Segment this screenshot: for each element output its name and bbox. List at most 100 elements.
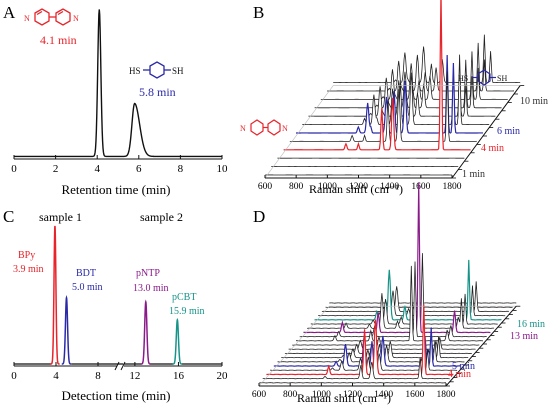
- panel-a-x-tick-label: 10: [217, 163, 229, 175]
- peak-name-bdt: BDT: [76, 268, 96, 279]
- panel-d-spectra: [258, 182, 517, 386]
- time-label-d-16min: 16 min: [517, 319, 545, 330]
- panel-d-spectrum-fill: [281, 336, 469, 361]
- panel-b-spectrum-line: [314, 59, 502, 109]
- panel-c-peak-bdt: [61, 295, 72, 365]
- bipyridine-n-left-b: N: [240, 124, 246, 133]
- panel-d-spectrum-line: [303, 182, 491, 334]
- bipyridine-n-right-b: N: [282, 124, 288, 133]
- peak-time-bdt: 5.0 min: [72, 282, 103, 293]
- panel-b-x-tick-label: 1200: [349, 182, 368, 192]
- panel-d-spectrum-fill: [277, 340, 465, 365]
- panel-d-letter: D: [253, 207, 265, 226]
- panel-b-x-tick-label: 1600: [411, 182, 430, 192]
- panel-a-x-tick-label: 8: [178, 163, 184, 175]
- peak-name-pcbt: pCBT: [172, 292, 196, 303]
- panel-a-x-tick-label: 6: [136, 163, 142, 175]
- panel-c-x-tick-label: 16: [173, 370, 185, 382]
- panel-c-traces: [14, 225, 222, 365]
- peak-label-4-1: 4.1 min: [40, 33, 77, 47]
- panel-d-axis: 600 800 1000 1200 1400 1600 1800: [252, 305, 521, 400]
- panel-c-x-axis-label: Detection time (min): [61, 388, 170, 403]
- bdt-sh-b: SH: [497, 74, 507, 83]
- time-label-b-1min: 1 min: [462, 169, 485, 180]
- peak-time-pntp: 13.0 min: [133, 283, 169, 294]
- panel-d-x-tick-label: 800: [283, 390, 298, 400]
- panel-c-x-tick-label: 8: [95, 370, 101, 382]
- panel-d-spectrum-line: [295, 265, 484, 342]
- panel-d-x-tick-label: 600: [252, 390, 267, 400]
- time-label-d-5min: 5 min: [452, 361, 475, 372]
- bdt-structure-b: [472, 69, 496, 86]
- panel-d: D 600 800 1000 1200 1400 1600 1800 Raman shift…: [252, 182, 545, 405]
- panel-c-axis-break: [120, 361, 126, 371]
- panel-a-chromatogram-line: [14, 9, 222, 158]
- panel-b-x-tick-label: 800: [289, 182, 304, 192]
- peak-label-5-8: 5.8 min: [139, 85, 176, 99]
- panel-d-x-tick-label: 1600: [405, 390, 424, 400]
- panel-b-x-tick-label: 600: [258, 182, 273, 192]
- panel-b-axis: 600 800 1000 1200 1400 1600 1800: [258, 85, 525, 192]
- panel-b-x-tick-label: 1400: [380, 182, 399, 192]
- panel-b-spectrum-line: [320, 51, 508, 100]
- panel-c-axis-break: [114, 361, 120, 371]
- panel-c-letter: C: [3, 207, 14, 226]
- panel-a-x-tick-label: 4: [94, 163, 100, 175]
- panel-d-spectrum-fill: [262, 357, 450, 382]
- panel-b-depth-axis-line: [451, 85, 521, 179]
- panel-d-x-tick-label: 1400: [374, 390, 393, 400]
- panel-a-x-tick-label: 2: [53, 163, 59, 175]
- panel-d-x-tick-label: 1000: [312, 390, 331, 400]
- panel-d-spectrum-line: [314, 259, 502, 321]
- panel-d-depth-axis-line: [445, 305, 517, 387]
- panel-d-x-tick-label: 1800: [437, 390, 456, 400]
- panel-a-x-tick-label: 0: [11, 163, 17, 175]
- group-label-sample-2: sample 2: [140, 210, 183, 224]
- time-label-d-4min: 4 min: [448, 369, 471, 380]
- group-label-sample-1: sample 1: [39, 210, 82, 224]
- bipyridine-n-left: N: [24, 14, 30, 23]
- bdt-structure-a: [143, 61, 171, 79]
- peak-time-bpy: 3.9 min: [13, 264, 44, 275]
- bdt-hs-a: HS: [129, 66, 141, 76]
- panel-b-x-tick-label: 1000: [318, 182, 337, 192]
- panel-a-x-axis-label: Retention time (min): [61, 182, 170, 197]
- panel-a-axis: 0 2 4 6 8 10: [11, 155, 228, 175]
- panel-b: B 600 800 1000 1200 1400 1600 1800 Raman shift…: [240, 0, 548, 196]
- bdt-hs-b: HS: [458, 74, 468, 83]
- time-label-d-13min: 13 min: [510, 331, 538, 342]
- panel-b-spectrum-line: [327, 42, 515, 92]
- panel-c-axis: 0 4 8 12 16 20: [11, 361, 229, 382]
- panel-b-spectrum-line: [333, 34, 521, 84]
- panel-b-letter: B: [253, 3, 264, 22]
- panel-d-spectrum-line: [307, 253, 495, 329]
- panel-b-spectrum-line: [296, 54, 484, 134]
- bipyridine-structure-a: [34, 8, 71, 26]
- panel-c-x-tick-label: 12: [129, 370, 140, 382]
- panel-b-x-tick-label: 1800: [443, 182, 462, 192]
- panel-b-spectrum-fill: [271, 166, 459, 170]
- bdt-sh-a: SH: [172, 66, 184, 76]
- panel-d-spectrum-fill: [270, 349, 458, 374]
- panel-c: C 0 4 8 12 16 20 Detection time (min) sample …: [3, 207, 228, 403]
- peak-name-pntp: pNTP: [136, 268, 160, 279]
- panel-a-letter: A: [3, 3, 16, 22]
- panel-b-spectrum-line: [283, 0, 471, 151]
- panel-d-x-axis-label: Raman shift (cm⁻¹): [297, 391, 391, 405]
- panel-c-peak-pntp: [140, 299, 151, 365]
- peak-name-bpy: BPy: [18, 250, 35, 261]
- panel-c-x-tick-label: 4: [53, 370, 59, 382]
- panel-b-spectrum-fill: [277, 158, 465, 162]
- panel-b-x-axis-label: Raman shift (cm⁻¹): [309, 182, 403, 196]
- panel-d-spectrum-line: [262, 357, 450, 380]
- time-label-b-4min: 4 min: [481, 143, 504, 154]
- panel-d-x-tick-label: 1200: [343, 390, 362, 400]
- bipyridine-structure-b: [250, 119, 281, 136]
- panel-c-peak-pcbt: [172, 317, 183, 365]
- panel-d-spectrum-line: [299, 261, 487, 338]
- peak-time-pcbt: 15.9 min: [169, 306, 205, 317]
- bipyridine-n-right: N: [73, 14, 79, 23]
- panel-c-x-tick-label: 20: [217, 370, 229, 382]
- time-label-b-6min: 6 min: [497, 126, 520, 137]
